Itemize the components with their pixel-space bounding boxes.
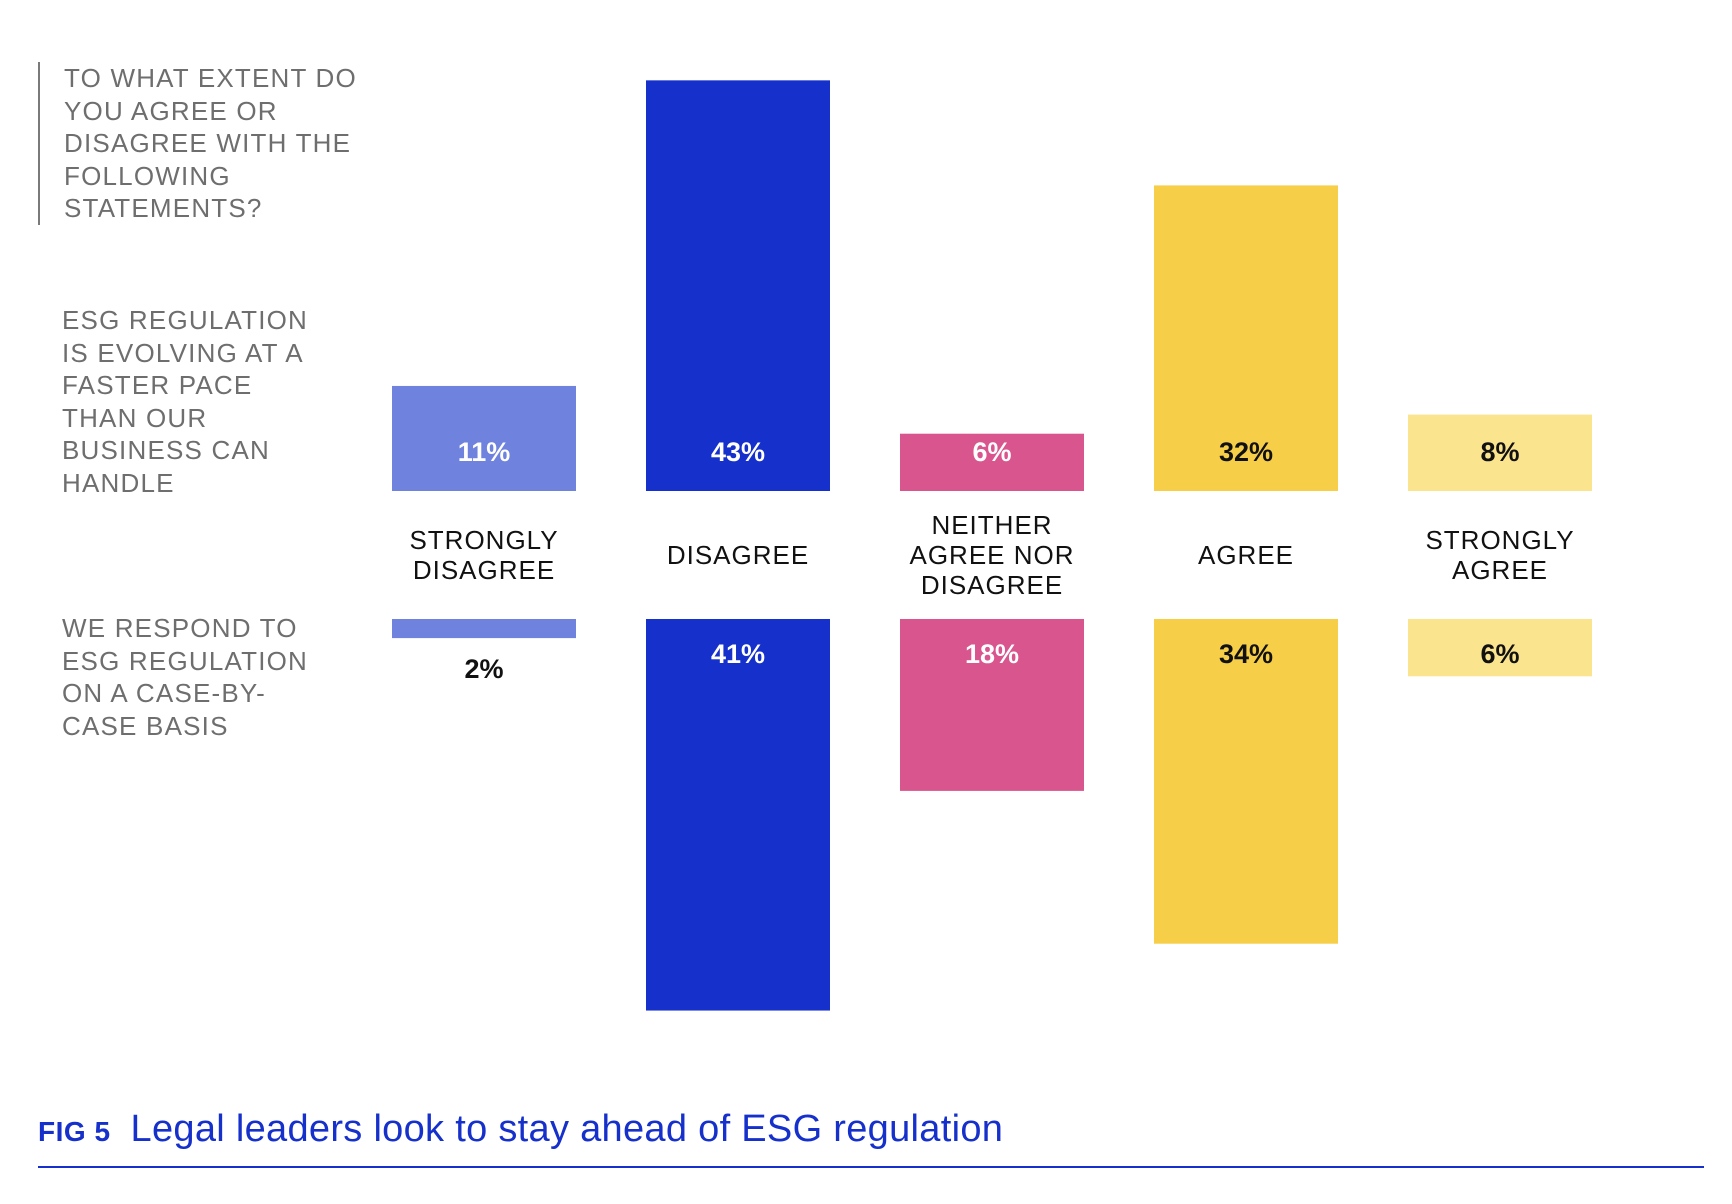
category-label: NEITHER <box>931 510 1052 540</box>
data-label-statement-1: 11% <box>458 437 511 467</box>
figure-number: FIG 5 <box>38 1116 111 1147</box>
data-label-statement-1: 8% <box>1480 437 1519 467</box>
diverging-bar-chart: 11%2%STRONGLYDISAGREE43%41%DISAGREE6%18%… <box>392 80 1592 1011</box>
data-label-statement-1: 32% <box>1219 437 1273 467</box>
category-label: STRONGLY <box>1425 525 1574 555</box>
data-label-statement-2: 34% <box>1219 639 1273 669</box>
category-label: AGREE <box>1198 540 1294 570</box>
data-label-statement-1: 6% <box>972 437 1011 467</box>
category-label: DISAGREE <box>413 555 555 585</box>
figure-caption: FIG 5 Legal leaders look to stay ahead o… <box>38 1108 1003 1151</box>
category-label: DISAGREE <box>921 570 1063 600</box>
bar-statement-1 <box>646 80 830 491</box>
survey-question: TO WHAT EXTENT DO YOU AGREE OR DISAGREE … <box>38 62 404 225</box>
data-label-statement-2: 41% <box>711 639 765 669</box>
category-label: STRONGLY <box>409 525 558 555</box>
data-label-statement-2: 18% <box>965 639 1019 669</box>
statement-2-label: WE RESPOND TO ESG REGULATION ON A CASE-B… <box>62 613 309 741</box>
category-label: AGREE <box>1452 555 1548 585</box>
bar-statement-1 <box>1154 185 1338 491</box>
bar-statement-1 <box>900 433 1084 491</box>
bar-statement-1 <box>1408 414 1592 491</box>
bar-statement-2 <box>392 619 576 639</box>
data-label-statement-1: 43% <box>711 437 765 467</box>
data-label-statement-2: 6% <box>1480 639 1519 669</box>
bar-statement-2 <box>1154 619 1338 944</box>
bar-statement-2 <box>1408 619 1592 677</box>
statement-1-label: ESG REGULATION IS EVOLVING AT A FASTER P… <box>62 305 309 498</box>
bar-statement-1 <box>392 385 576 491</box>
footer-divider <box>38 1166 1704 1168</box>
bar-statement-2 <box>646 619 830 1011</box>
category-label: AGREE NOR <box>909 540 1074 570</box>
data-label-statement-2: 2% <box>464 654 503 684</box>
bar-statement-2 <box>900 619 1084 791</box>
category-label: DISAGREE <box>667 540 809 570</box>
figure-title: Legal leaders look to stay ahead of ESG … <box>130 1108 1004 1150</box>
